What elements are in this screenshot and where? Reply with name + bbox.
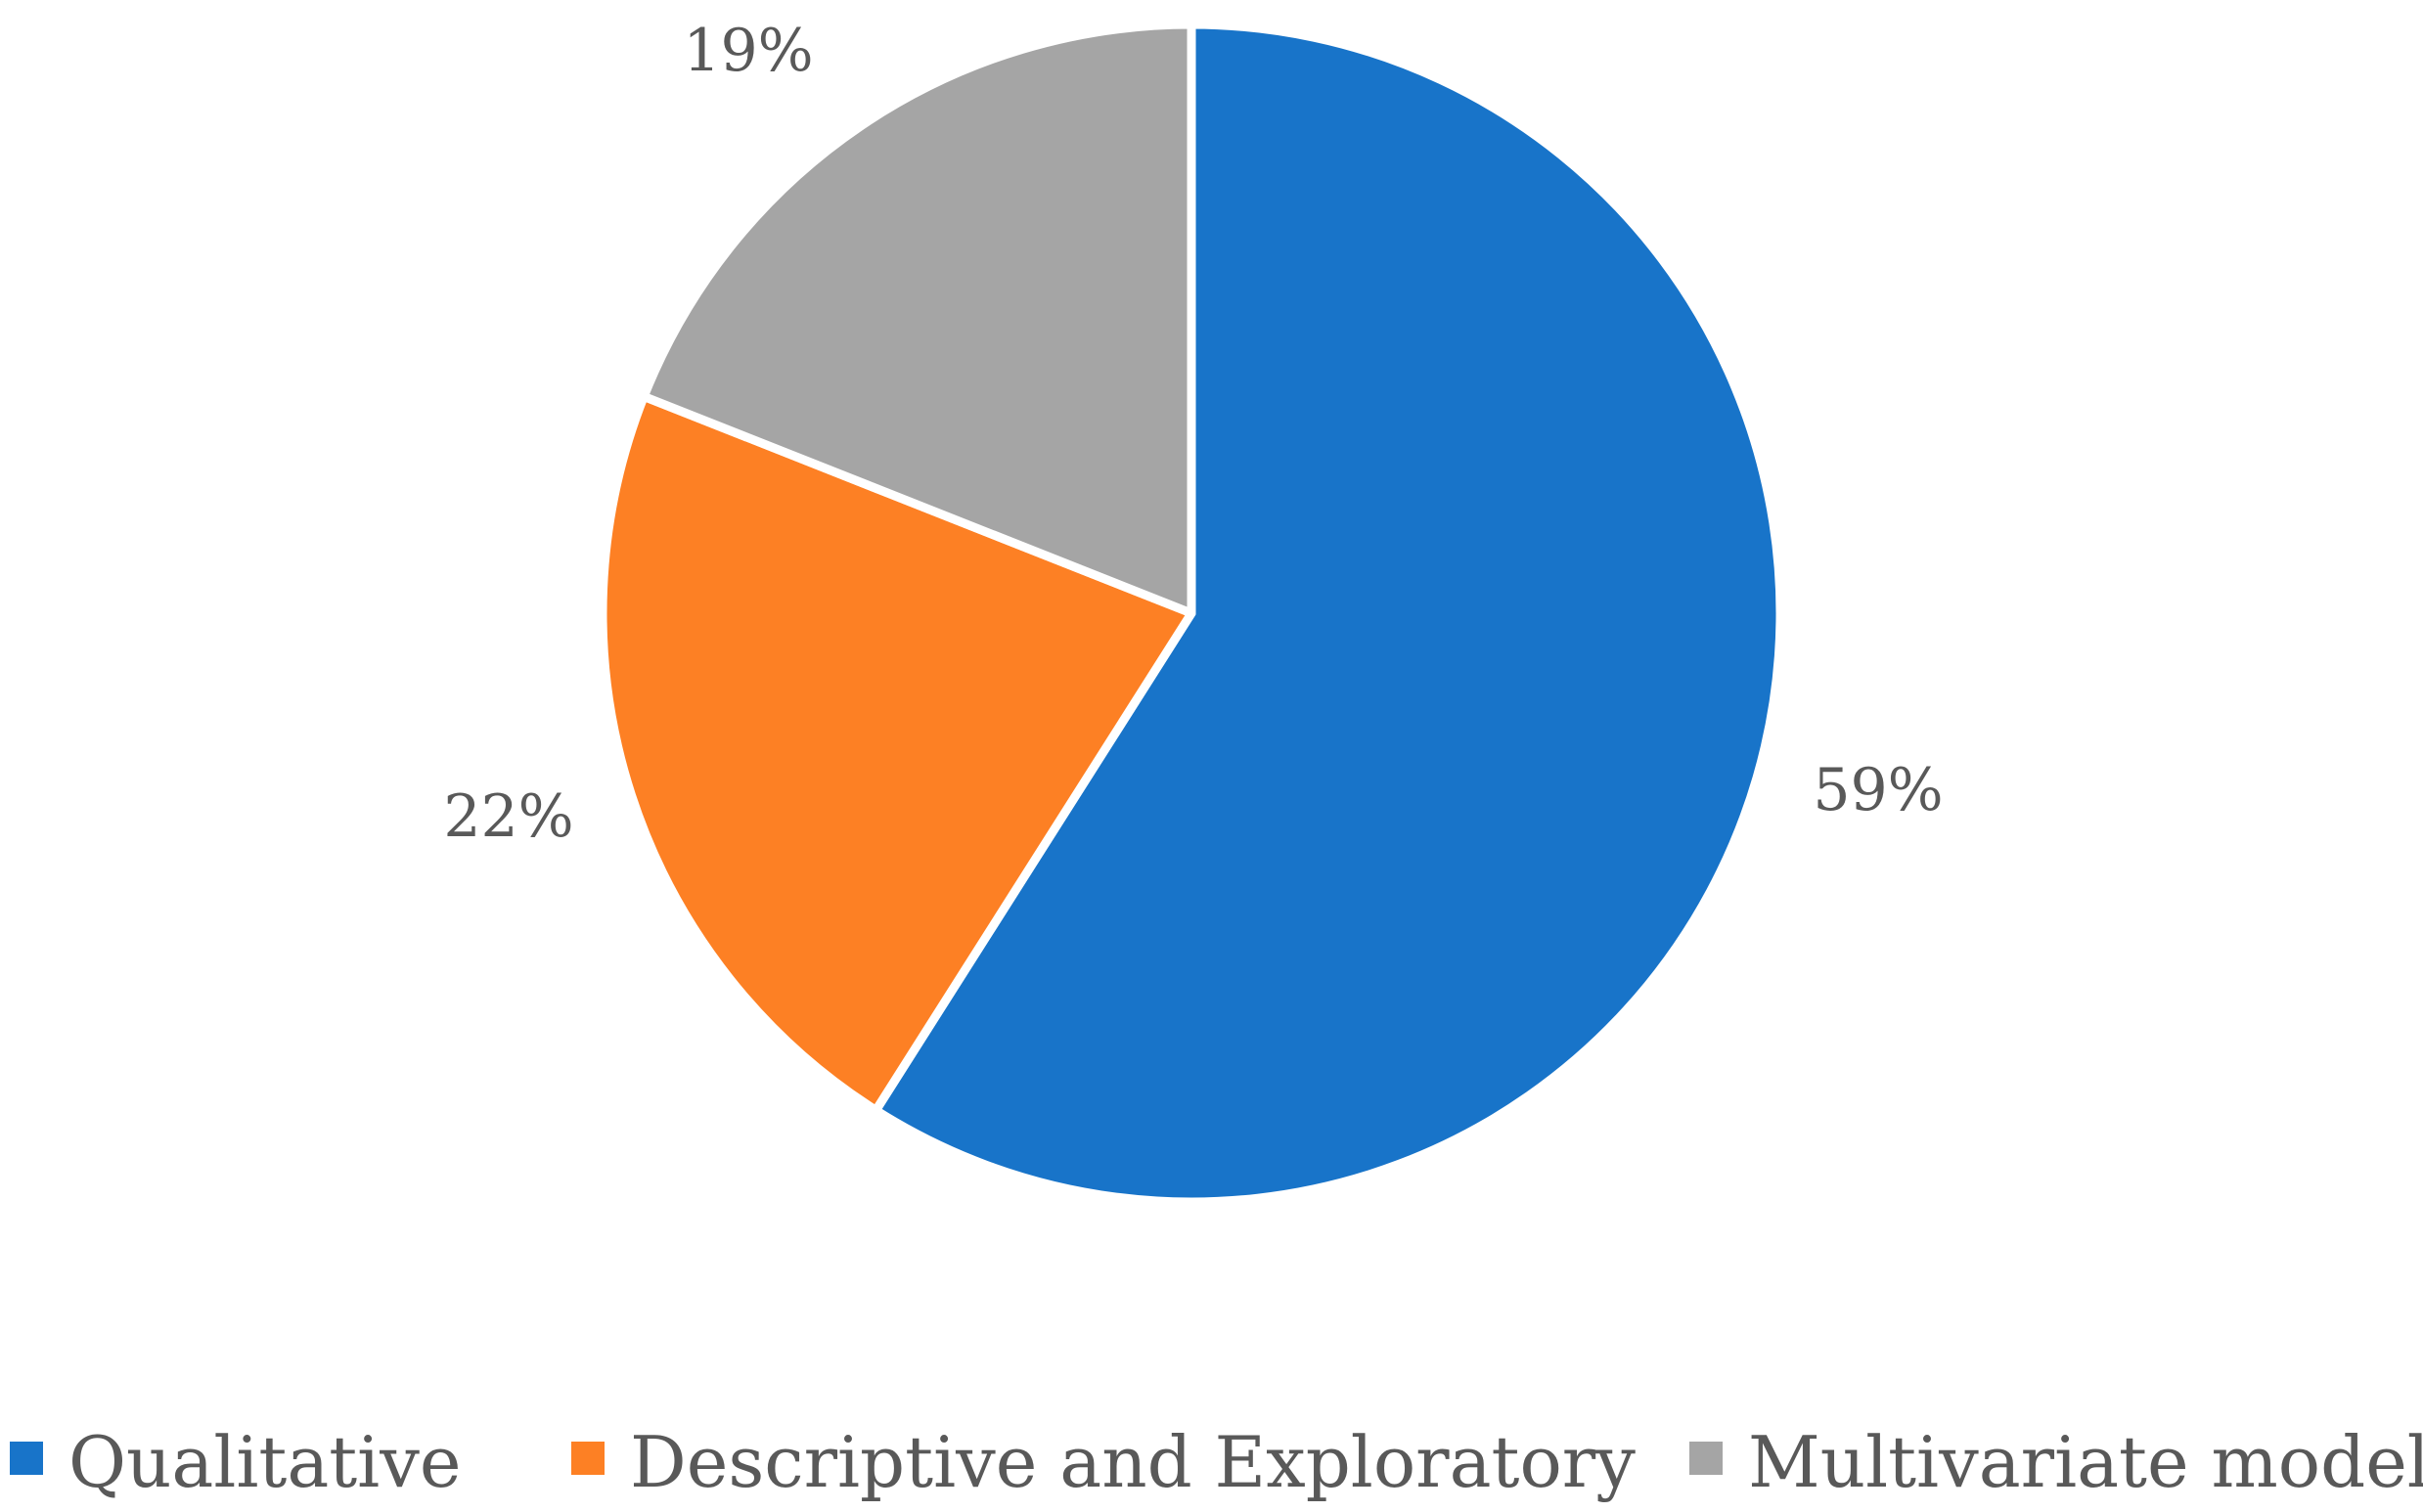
pie-slices bbox=[598, 20, 1785, 1207]
data-label-descriptive-and-exploratory: 22% bbox=[443, 782, 573, 851]
pie-slice-qualitative bbox=[871, 20, 1785, 1207]
pie-slice-multivariate-models bbox=[639, 20, 1196, 618]
data-label-qualitative: 59% bbox=[1813, 756, 1943, 824]
data-labels: 59% 22% 19% bbox=[443, 17, 1943, 851]
legend-label-qualitative: Qualitative bbox=[68, 1421, 461, 1503]
legend-label-multivariate-models: Multivariate models bbox=[1748, 1421, 2423, 1503]
legend-swatch-descriptive-and-exploratory bbox=[571, 1442, 605, 1475]
legend-swatch-qualitative bbox=[10, 1442, 43, 1475]
data-label-multivariate-models: 19% bbox=[683, 17, 813, 85]
pie-slice-descriptive-and-exploratory bbox=[598, 391, 1196, 1115]
legend-label-descriptive-and-exploratory: Descriptive and Exploratory bbox=[630, 1421, 1636, 1503]
legend: Qualitative Descriptive and Exploratory Mu… bbox=[10, 1421, 2423, 1503]
legend-swatch-multivariate-models bbox=[1689, 1442, 1723, 1475]
